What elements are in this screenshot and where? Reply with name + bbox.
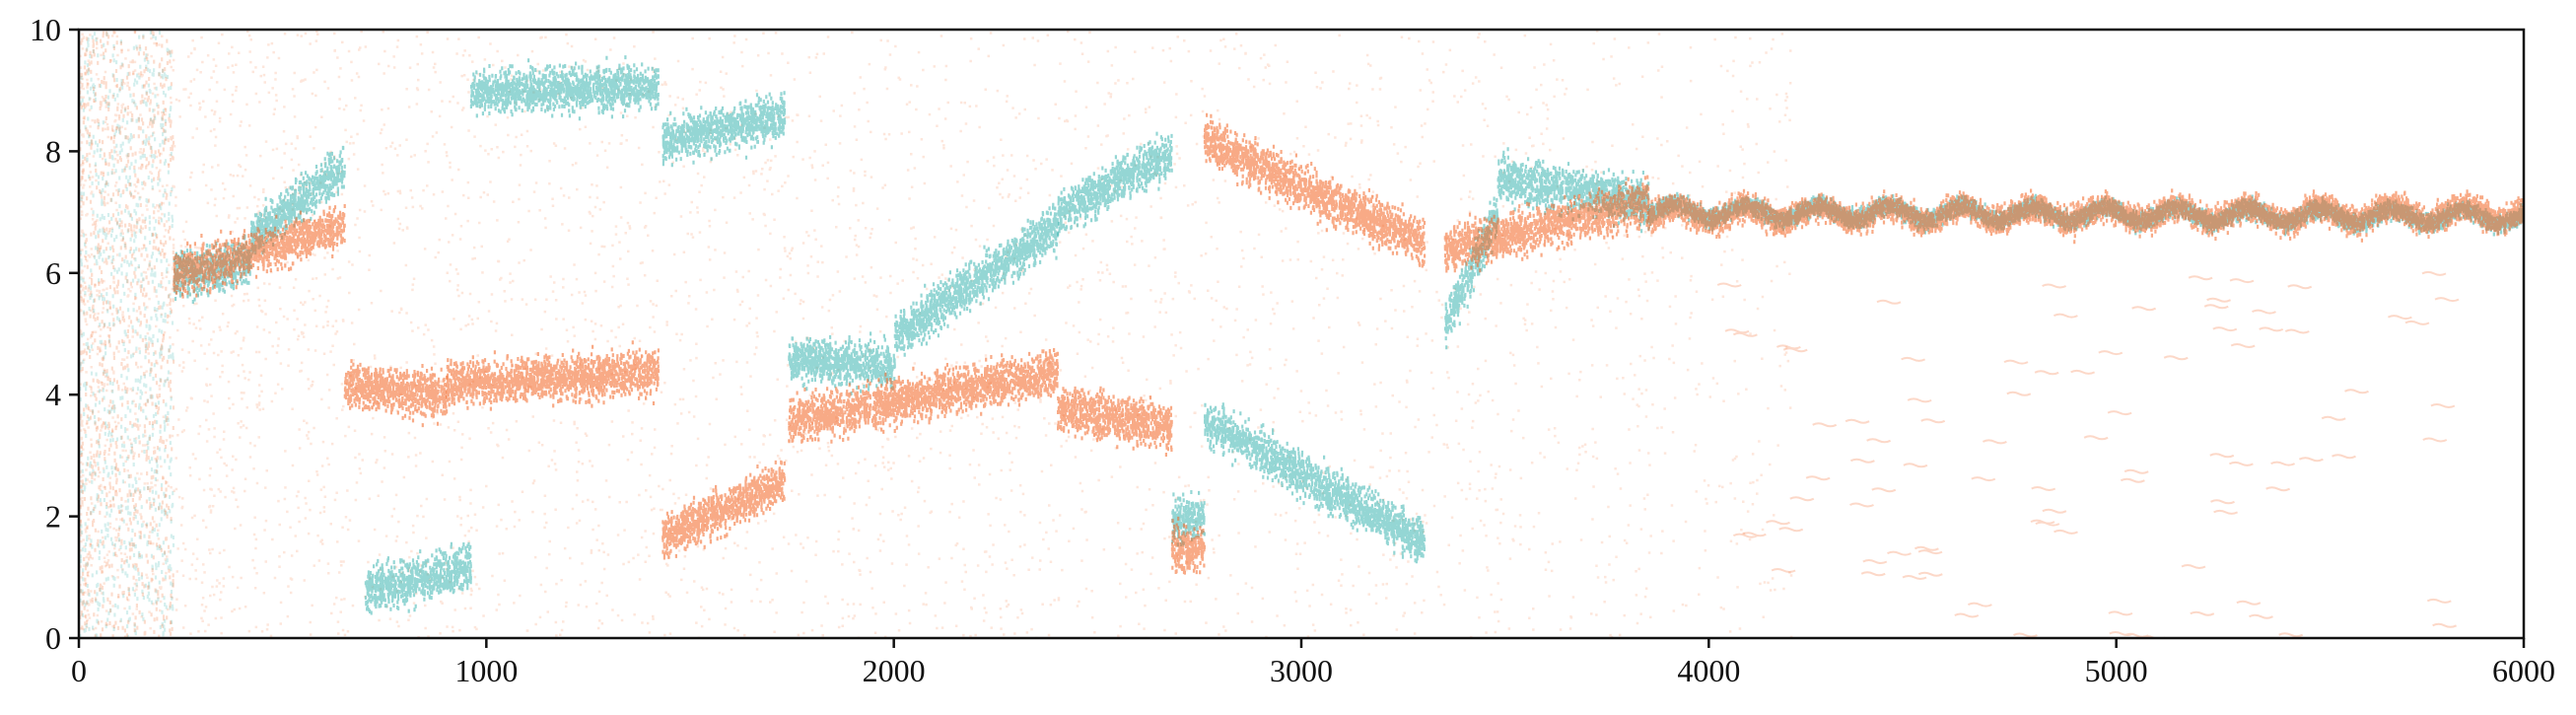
y-tick-label: 10 [30, 12, 61, 47]
series-1-segment-1 [79, 31, 175, 638]
series-1-segment-4 [364, 541, 472, 615]
late-faint-dashes [1716, 270, 2460, 638]
series-1-segment-8 [893, 202, 1060, 357]
series-1-segment-9 [1057, 131, 1173, 237]
x-tick-label: 2000 [863, 653, 926, 688]
series-2-segment-4 [446, 340, 661, 411]
series-layer [79, 30, 2524, 638]
y-tick-label: 6 [45, 255, 61, 291]
x-tick-label: 3000 [1270, 653, 1333, 688]
series-2-segment-10 [1443, 175, 1650, 273]
series-1 [79, 31, 2524, 638]
series-2-segment-6 [788, 348, 1060, 444]
series-1-segment-10 [1171, 490, 1206, 547]
series-1-segment-7 [788, 331, 896, 395]
series-1-segment-6 [661, 91, 787, 168]
background-scatter-points [79, 30, 1793, 638]
series-1-segment-11 [1204, 402, 1427, 564]
y-tick-label: 4 [45, 377, 61, 412]
series-1-segment-5 [469, 55, 660, 121]
series-2-segment-2 [173, 204, 346, 299]
y-tick-label: 0 [45, 620, 61, 656]
y-tick-label: 8 [45, 133, 61, 169]
plot-frame [77, 28, 2526, 640]
x-tick-label: 1000 [454, 653, 518, 688]
series-2-segment-3 [343, 359, 449, 428]
y-tick-label: 2 [45, 499, 61, 535]
axes: 0 1000 2000 3000 4000 5000 6000 0 2 4 6 8 10 [30, 12, 2555, 688]
series-2 [79, 30, 2524, 638]
series-2-segment-9 [1203, 112, 1427, 268]
x-tick-label: 5000 [2085, 653, 2148, 688]
x-tick-label: 4000 [1677, 653, 1740, 688]
x-tick-label: 0 [71, 653, 87, 688]
x-tick-label: 6000 [2492, 653, 2555, 688]
series-2-segment-5 [661, 460, 787, 560]
series-2-segment-7 [1057, 386, 1173, 457]
series-2-segment-11 [1647, 188, 2524, 245]
series-2-segment-8 [1170, 516, 1206, 575]
background-noise-layer [79, 30, 2460, 638]
